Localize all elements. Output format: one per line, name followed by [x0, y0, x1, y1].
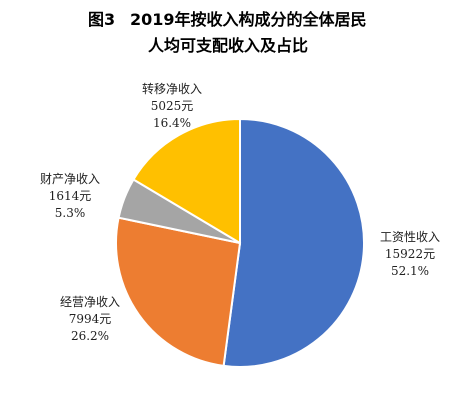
slice-name-label-2: 经营净收入 [60, 295, 120, 309]
slice-percent-label-4: 16.4% [153, 116, 191, 130]
slice-percent-label-2: 26.2% [71, 329, 109, 343]
slice-percent-label-1: 52.1% [391, 264, 429, 278]
chart-title-line-1: 2019年按收入构成分的全体居民 [130, 10, 367, 29]
slice-value-label-4: 5025元 [151, 99, 194, 113]
slice-name-label-4: 转移净收入 [142, 81, 202, 96]
pie-slice-4 [132, 117, 241, 245]
figure-number: 图3 [88, 10, 116, 29]
slice-value-label-1: 15922元 [385, 247, 435, 261]
slice-value-label-2: 7994元 [69, 312, 112, 326]
slice-name-label-3: 财产净收入 [40, 172, 100, 186]
pie-slice-2 [115, 216, 242, 368]
slice-percent-label-3: 5.3% [55, 206, 86, 220]
pie-labels: 工资性收入 15922元 52.1% 经营净收入 7994元 26.2% 财产净收入 1614… [40, 81, 440, 343]
slice-name-label-1: 工资性收入 [380, 230, 440, 244]
chart-title: 图3 2019年按收入构成分的全体居民 人均可支配收入及占比 [0, 8, 453, 68]
pie-slice-1 [222, 117, 366, 368]
pie-slices [115, 117, 366, 368]
chart-title-line-2: 人均可支配收入及占比 [148, 36, 309, 55]
slice-value-label-3: 1614元 [49, 189, 92, 203]
